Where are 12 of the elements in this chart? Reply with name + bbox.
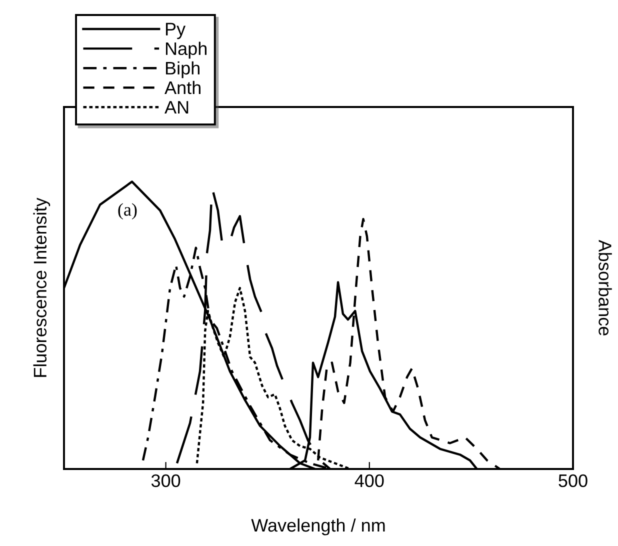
legend-label: AN (164, 101, 188, 114)
x-axis-title: Wavelength / nm (251, 518, 385, 536)
annotation: (a) (118, 203, 137, 220)
legend-label: Anth (164, 80, 200, 94)
x-tick-label: 400 (354, 474, 384, 488)
legend-label: Biph (166, 61, 200, 78)
legend-label: Naph (166, 42, 206, 59)
x-tick-label: 500 (558, 474, 588, 488)
y2-axis-title: Absorbance (598, 240, 612, 336)
x-tick-label: 300 (151, 474, 180, 488)
y-axis-title: Fluorescence Intensity (33, 198, 50, 377)
legend-label: Py (166, 22, 186, 40)
